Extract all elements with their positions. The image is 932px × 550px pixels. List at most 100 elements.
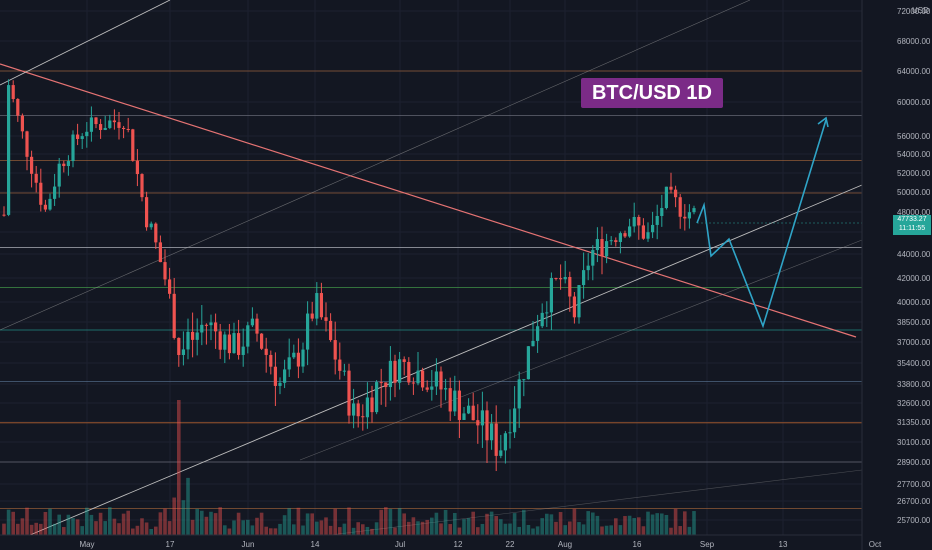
candle-body xyxy=(181,349,185,355)
volume-bar xyxy=(549,514,554,535)
volume-bar xyxy=(273,528,278,535)
candle-body xyxy=(462,413,466,420)
candle-body xyxy=(126,128,130,130)
volume-bar xyxy=(632,517,636,535)
y-tick-label: 54000.00 xyxy=(897,150,931,159)
volume-bar xyxy=(200,510,204,535)
candle-body xyxy=(582,270,586,286)
descending-trendline xyxy=(0,63,857,338)
x-tick-label: 14 xyxy=(311,540,320,549)
candle-body xyxy=(687,212,691,219)
projection-arrowhead xyxy=(817,116,829,128)
volume-bar xyxy=(241,520,245,535)
last-price: 47733.27 xyxy=(897,216,927,223)
volume-bar xyxy=(296,507,301,535)
volume-bar xyxy=(48,508,52,535)
y-tick-label: 26700.00 xyxy=(897,497,931,506)
candle-body xyxy=(628,226,632,237)
candle-body xyxy=(338,359,342,371)
candle-body xyxy=(591,250,595,266)
volume-bar xyxy=(85,507,89,535)
volume-bar xyxy=(439,523,443,535)
candle-body xyxy=(163,262,167,280)
volume-bar xyxy=(255,517,259,535)
y-tick-label: 25700.00 xyxy=(897,516,931,525)
candle-body xyxy=(237,333,241,355)
candle-body xyxy=(536,326,540,341)
candle-body xyxy=(379,382,383,384)
volume-bar xyxy=(89,514,94,535)
candle-body xyxy=(99,124,103,130)
y-tick-label: 42000.00 xyxy=(897,274,931,283)
candle-body xyxy=(467,405,471,414)
volume-bar xyxy=(310,513,314,535)
candle-body xyxy=(623,233,627,237)
volume-bar xyxy=(526,524,531,535)
candle-body xyxy=(214,322,218,332)
candle-body xyxy=(425,387,429,390)
candle-body xyxy=(191,331,195,340)
volume-bar xyxy=(131,528,135,535)
volume-bar xyxy=(338,527,342,535)
volume-bar xyxy=(531,528,535,535)
candle-body xyxy=(94,117,98,125)
candle-body xyxy=(457,390,461,420)
candle-body xyxy=(660,208,664,216)
volume-bar xyxy=(347,507,351,535)
volume-bar xyxy=(572,508,577,535)
volume-bar xyxy=(11,511,15,535)
volume-bar xyxy=(545,513,549,535)
candle-body xyxy=(632,216,636,227)
candle-body xyxy=(430,386,434,390)
volume-bar xyxy=(103,521,107,535)
volume-bar xyxy=(609,525,613,535)
candle-body xyxy=(269,354,273,367)
volume-bar xyxy=(430,517,434,535)
candle-body xyxy=(402,359,406,362)
volume-bar xyxy=(517,526,521,535)
volume-bar xyxy=(388,508,393,535)
candle-body xyxy=(526,346,530,380)
volume-bar xyxy=(29,524,34,535)
volume-bar xyxy=(558,512,563,535)
candle-body xyxy=(434,371,438,387)
y-tick-label: 37000.00 xyxy=(897,338,931,347)
candle-body xyxy=(227,334,231,354)
candle-body xyxy=(260,333,264,349)
candle-body xyxy=(370,397,374,413)
candle-body xyxy=(388,360,392,388)
candle-body xyxy=(384,382,388,388)
y-tick-label: 56000.00 xyxy=(897,132,931,141)
candle-body xyxy=(232,333,236,354)
candle-body xyxy=(131,129,135,161)
candle-body xyxy=(62,163,66,167)
candle-body xyxy=(352,403,356,416)
candle-body xyxy=(292,352,296,358)
volume-bar xyxy=(112,518,117,535)
volume-bar xyxy=(204,516,209,535)
candle-body xyxy=(421,370,425,388)
candle-body xyxy=(103,127,107,130)
volume-bar xyxy=(365,526,370,535)
candle-body xyxy=(342,370,346,372)
candle-body xyxy=(568,276,572,297)
volume-bar xyxy=(62,527,66,535)
candle-body xyxy=(329,320,333,341)
candle-body xyxy=(168,279,172,294)
candle-body xyxy=(669,186,673,190)
y-tick-label: 64000.00 xyxy=(897,67,931,76)
volume-bar xyxy=(158,512,163,535)
volume-bar xyxy=(356,522,360,535)
candle-body xyxy=(499,450,503,456)
volume-bar xyxy=(236,512,241,535)
y-tick-label: 68000.00 xyxy=(897,37,931,46)
y-tick-label: 52000.00 xyxy=(897,169,931,178)
candle-body xyxy=(508,432,512,434)
candle-body xyxy=(333,340,337,360)
volume-bar xyxy=(476,527,480,535)
volume-bar xyxy=(623,516,627,535)
candle-body xyxy=(347,370,351,416)
volume-bar xyxy=(186,477,190,535)
volume-bar xyxy=(66,514,71,535)
